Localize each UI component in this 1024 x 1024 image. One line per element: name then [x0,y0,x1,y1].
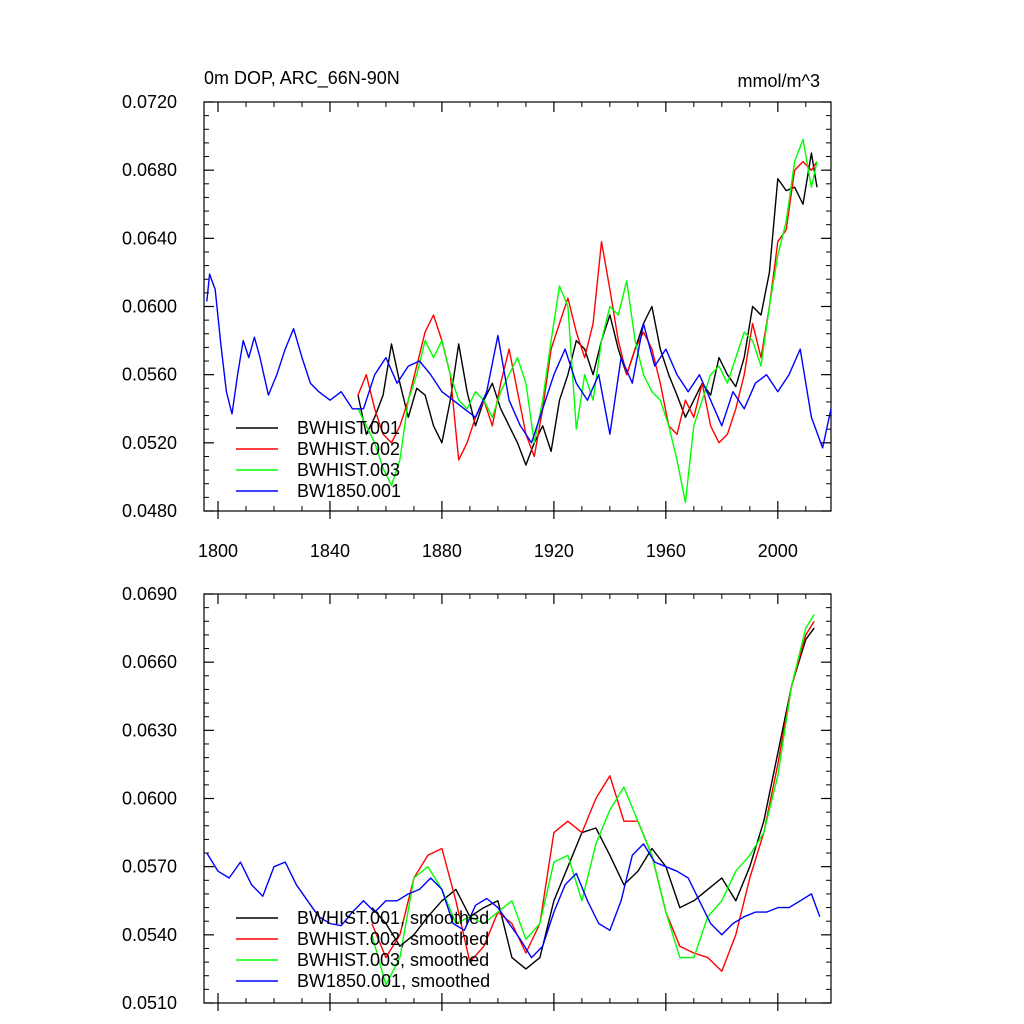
p0-y-tick-label: 0.0720 [122,92,177,112]
p0-x-tick-label: 1920 [534,541,574,561]
bottom-panel-axes: 0.0510 0.0540 0.0570 0.0600 0.0630 0.0660 0.06… [122,584,832,1013]
p0-series-line-2 [357,138,818,504]
p1-legend-label-2: BWHIST.003, smoothed [297,950,489,970]
p0-x-tick-label: 1800 [198,541,238,561]
p0-x-tick-label: 1840 [310,541,350,561]
top-panel-axes: 0.0480 0.0520 0.0560 0.0600 0.0640 0.0680 0.07… [122,92,832,561]
p0-y-tick-label: 0.0680 [122,160,177,180]
p0-series-line-0 [357,152,818,466]
p1-series-line-1 [371,620,815,972]
top-panel-units: mmol/m^3 [738,71,820,91]
p0-y-tick-label: 0.0600 [122,297,177,317]
p1-legend-label-0: BWHIST.001, smoothed [297,908,489,928]
p1-series-line-3 [206,843,821,959]
p1-legend-label-3: BW1850.001, smoothed [297,971,490,991]
p0-y-tick-label: 0.0480 [122,501,177,521]
p0-legend-label-2: BWHIST.003 [297,460,400,480]
p0-legend-label-3: BW1850.001 [297,481,401,501]
top-panel: 0m DOP, ARC_66N-90N mmol/m^3 0.0480 0.052… [122,68,832,561]
top-panel-series [206,138,832,504]
bottom-panel: 0.0510 0.0540 0.0570 0.0600 0.0630 0.0660 0.06… [122,584,832,1013]
p1-series-line-0 [371,627,815,970]
p0-y-tick-label: 0.0520 [122,433,177,453]
p0-y-tick-label: 0.0560 [122,365,177,385]
p1-y-tick-label: 0.0510 [122,993,177,1013]
bottom-panel-series [206,614,821,986]
p1-y-tick-label: 0.0630 [122,720,177,740]
p1-y-tick-label: 0.0600 [122,789,177,809]
p0-series-line-1 [357,160,818,461]
p1-y-tick-label: 0.0690 [122,584,177,604]
p1-y-tick-label: 0.0570 [122,857,177,877]
p1-legend-label-1: BWHIST.002, smoothed [297,929,489,949]
p1-series-line-2 [371,614,815,986]
p0-legend-label-0: BWHIST.001 [297,418,400,438]
p0-legend-label-1: BWHIST.002 [297,439,400,459]
top-panel-title: 0m DOP, ARC_66N-90N [204,68,400,89]
p0-x-tick-label: 1880 [422,541,462,561]
p0-x-tick-label: 1960 [646,541,686,561]
p1-y-tick-label: 0.0660 [122,652,177,672]
p0-series-line-3 [206,273,832,449]
p0-y-tick-label: 0.0640 [122,228,177,248]
p0-x-tick-label: 2000 [758,541,798,561]
p1-y-tick-label: 0.0540 [122,925,177,945]
